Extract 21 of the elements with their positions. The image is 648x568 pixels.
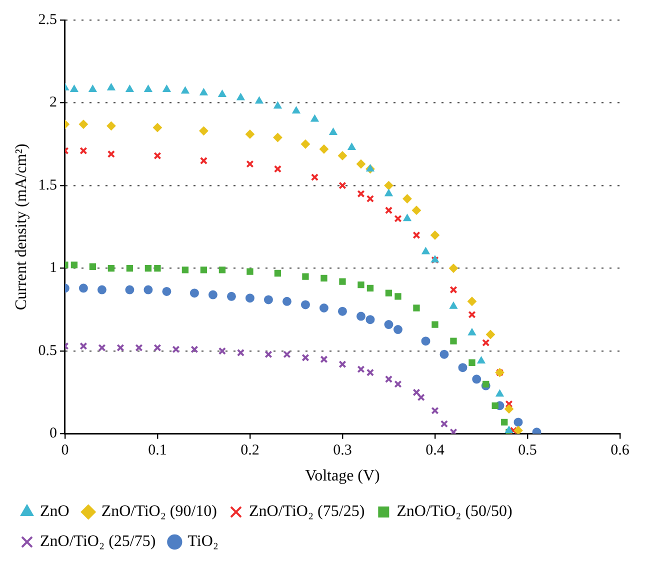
y-tick-label: 1.5 [38, 177, 57, 194]
legend-label: TiO₂ [188, 533, 218, 550]
x-tick-label: 0 [61, 442, 69, 459]
x-tick-label: 0.2 [240, 442, 260, 459]
x-tick-label: 0.3 [333, 442, 352, 459]
y-tick-label: 0 [49, 426, 57, 442]
legend-label: ZnO/TiO₂ (90/10) [101, 503, 217, 520]
x-tick-label: 0.4 [426, 442, 445, 459]
x-tick-label: 0.6 [610, 442, 630, 459]
y-tick-label: 0.5 [38, 342, 57, 359]
legend-label: ZnO [40, 503, 70, 520]
y-tick-label: 1 [49, 260, 57, 276]
x-tick-label: 0.5 [518, 442, 537, 459]
y-tick-label: 2 [49, 94, 57, 111]
y-tick-label: 2.5 [38, 12, 57, 28]
x-axis-title: Voltage (V) [305, 468, 380, 485]
legend-label: ZnO/TiO₂ (75/25) [248, 503, 365, 520]
legend-label: ZnO/TiO₂ (25/75) [40, 533, 156, 550]
legend-label: ZnO/TiO₂ (50/50) [396, 503, 512, 520]
y-axis-title: Current density (mA/cm²) [12, 144, 30, 310]
x-tick-label: 0.1 [148, 442, 167, 459]
